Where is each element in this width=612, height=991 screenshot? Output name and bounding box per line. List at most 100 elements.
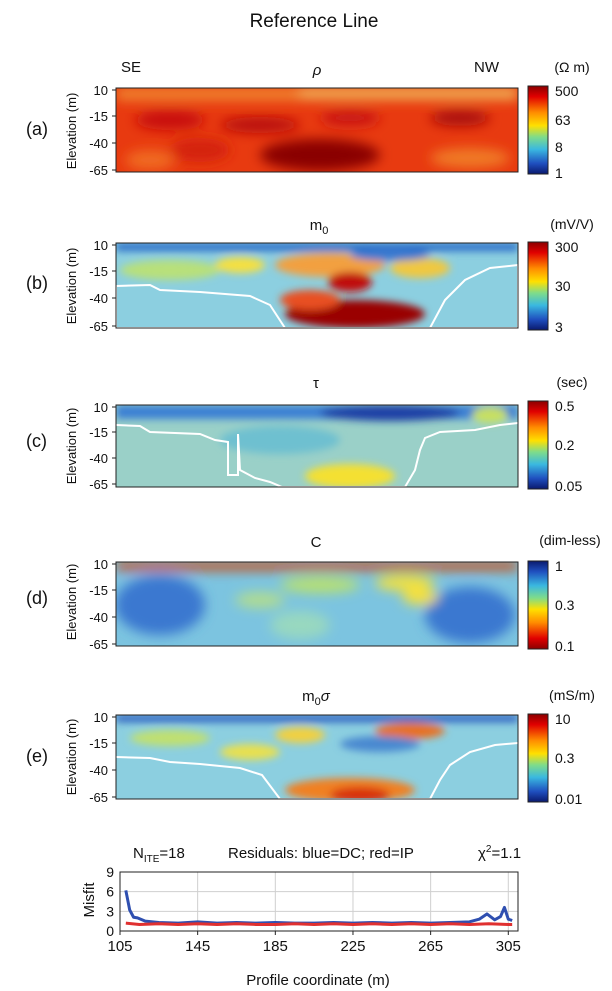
- panel-c-label: (c): [26, 431, 47, 451]
- colorbar-tick: 0.01: [555, 791, 582, 807]
- misfit-xtick-label: 145: [185, 938, 210, 955]
- panel-e-colorbar: [527, 713, 549, 803]
- panel-c-yticks: 10 -15 -40 -65: [89, 400, 116, 492]
- ytick: -40: [89, 451, 108, 466]
- ytick: 10: [94, 557, 108, 572]
- ytick: -65: [89, 163, 108, 178]
- panel-e-colorbar-unit: (mS/m): [549, 687, 595, 703]
- colorbar-tick: 0.2: [555, 437, 575, 453]
- misfit-ytick-label: 9: [106, 864, 114, 880]
- ytick: -40: [89, 763, 108, 778]
- panel-a-label: (a): [26, 119, 48, 139]
- ytick: -65: [89, 477, 108, 492]
- panel-e-yticks: 10 -15 -40 -65: [89, 710, 116, 805]
- panel-b: (b) Elevation (m) m0 10 -15 -40: [26, 216, 594, 335]
- misfit-residuals-label: Residuals: blue=DC; red=IP: [228, 845, 414, 862]
- colorbar-tick: 1: [555, 558, 563, 574]
- panel-b-title: m0: [310, 217, 329, 237]
- panel-b-label: (b): [26, 273, 48, 293]
- misfit-xlabel: Profile coordinate (m): [246, 972, 389, 989]
- colorbar-tick: 10: [555, 711, 571, 727]
- misfit-chi-label: χ2=1.1: [478, 844, 521, 862]
- ytick: -15: [89, 109, 108, 124]
- panel-c-title: τ: [313, 375, 319, 392]
- misfit-niter-label: NITE=18: [133, 845, 185, 865]
- colorbar-tick: 8: [555, 139, 563, 155]
- panel-e-label: (e): [26, 746, 48, 766]
- panel-c-colorbar-unit: (sec): [556, 374, 587, 390]
- colorbar-tick: 1: [555, 165, 563, 181]
- colorbar-tick: 0.3: [555, 597, 575, 613]
- ytick: -40: [89, 291, 108, 306]
- panel-c-ylabel: Elevation (m): [64, 408, 79, 485]
- panel-e-ylabel: Elevation (m): [64, 719, 79, 796]
- misfit-xtick-label: 305: [496, 938, 521, 955]
- panel-a-colorbar: [527, 85, 549, 175]
- misfit-frame: [119, 871, 519, 932]
- misfit-xtick-label: 185: [263, 938, 288, 955]
- panel-d-yticks: 10 -15 -40 -65: [89, 557, 116, 652]
- ytick: -65: [89, 637, 108, 652]
- panel-c-colorbar: [527, 400, 549, 490]
- colorbar-tick: 0.05: [555, 478, 582, 494]
- misfit-line-dc: [124, 890, 513, 925]
- misfit-line-ip: [125, 921, 513, 926]
- colorbar-tick: 0.3: [555, 750, 575, 766]
- misfit-ytick-label: 3: [106, 903, 114, 919]
- panel-e-title: m0σ: [302, 688, 331, 708]
- panel-a-ylabel: Elevation (m): [64, 93, 79, 170]
- ytick: -15: [89, 583, 108, 598]
- panel-d-ylabel: Elevation (m): [64, 564, 79, 641]
- colorbar-tick: 500: [555, 83, 579, 99]
- ytick: -65: [89, 319, 108, 334]
- panel-a-yticks: 10 -15 -40 -65: [89, 83, 116, 178]
- misfit-xtick-label: 105: [107, 938, 132, 955]
- panel-d-label: (d): [26, 588, 48, 608]
- ytick: 10: [94, 83, 108, 98]
- colorbar-tick: 0.1: [555, 638, 575, 654]
- panel-c: (c) Elevation (m) τ 10 -15 -40 -65 (sec)…: [26, 374, 588, 494]
- ytick: -65: [89, 790, 108, 805]
- panel-c-heatmap: [116, 405, 518, 487]
- ytick: -40: [89, 136, 108, 151]
- panel-e: (e) Elevation (m) m0σ 10 -15 -40 -: [26, 687, 595, 807]
- panel-b-yticks: 10 -15 -40 -65: [89, 238, 116, 334]
- panel-a: (a) Elevation (m) ρ 10 -15 -4: [26, 59, 590, 181]
- panel-d-colorbar-unit: (dim-less): [539, 532, 600, 548]
- panel-b-colorbar: [527, 241, 549, 331]
- panel-b-heatmap: [116, 243, 518, 328]
- ytick: -15: [89, 425, 108, 440]
- panel-a-colorbar-unit: (Ω m): [554, 59, 589, 75]
- panel-d-heatmap: [116, 562, 518, 646]
- colorbar-tick: 300: [555, 239, 579, 255]
- panel-e-heatmap: [116, 715, 518, 799]
- misfit-axes: 105 145 185 225 265 305 0 3 6 9: [106, 864, 521, 955]
- panel-a-heatmap: [116, 88, 518, 172]
- ytick: -15: [89, 736, 108, 751]
- panel-b-colorbar-unit: (mV/V): [550, 216, 594, 232]
- ytick: 10: [94, 400, 108, 415]
- panel-d-title: C: [311, 534, 322, 551]
- colorbar-tick: 30: [555, 278, 571, 294]
- misfit-ytick-label: 0: [106, 923, 114, 939]
- ytick: -15: [89, 264, 108, 279]
- figure-title: Reference Line: [250, 11, 379, 32]
- misfit-ylabel: Misfit: [81, 882, 98, 918]
- misfit-series: [124, 890, 513, 926]
- direction-nw-label: NW: [474, 59, 500, 76]
- panel-d-colorbar: [527, 560, 549, 650]
- colorbar-tick: 63: [555, 112, 571, 128]
- misfit-xtick-label: 225: [340, 938, 365, 955]
- misfit-panel: NITE=18 Residuals: blue=DC; red=IP χ2=1.…: [81, 844, 521, 989]
- colorbar-tick: 3: [555, 319, 563, 335]
- ytick: -40: [89, 610, 108, 625]
- panel-b-ylabel: Elevation (m): [64, 248, 79, 325]
- direction-se-label: SE: [121, 59, 141, 76]
- misfit-xtick-label: 265: [418, 938, 443, 955]
- panel-a-title: ρ: [312, 62, 322, 79]
- misfit-ytick-label: 6: [106, 884, 114, 900]
- panel-d: (d) Elevation (m) C 10 -15 -40 -65: [26, 532, 601, 654]
- colorbar-tick: 0.5: [555, 398, 575, 414]
- ytick: 10: [94, 238, 108, 253]
